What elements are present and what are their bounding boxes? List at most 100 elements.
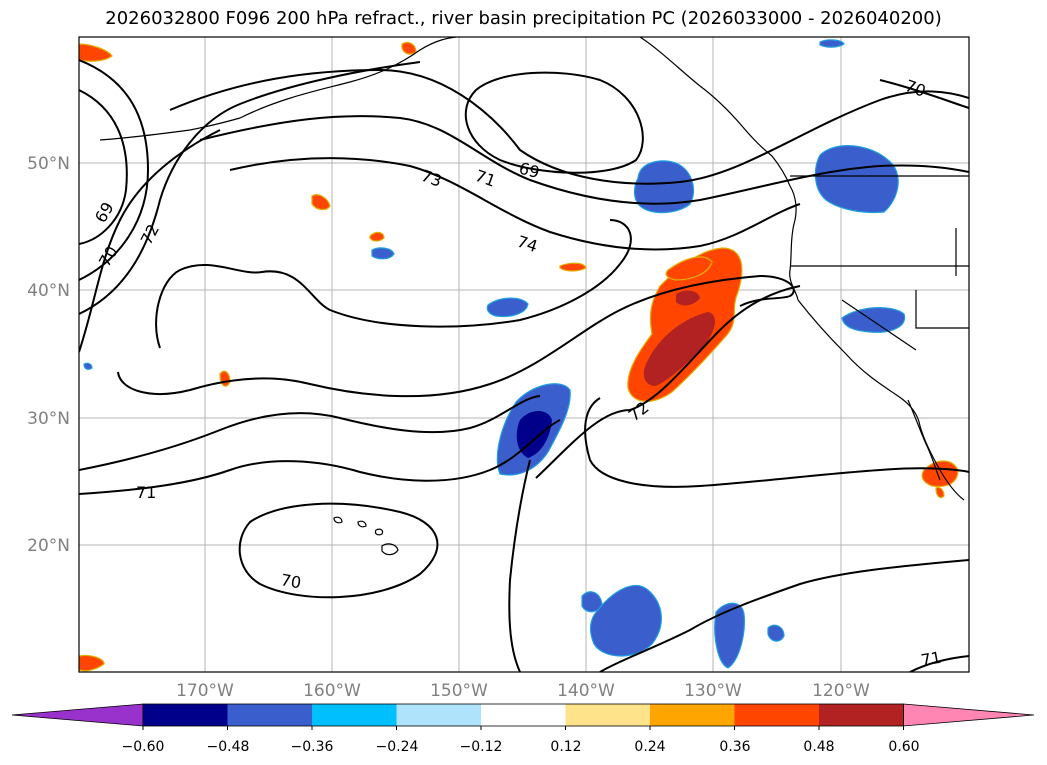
anomaly-core-atmos-river-2	[676, 290, 700, 306]
map-title: 2026032800 F096 200 hPa refract., river …	[105, 8, 942, 29]
anomaly-blob-central-pacific	[486, 297, 529, 318]
anomaly-blob-ne-corner	[819, 39, 845, 48]
contour-label: 70	[279, 570, 302, 592]
contour-subtropical-trough	[508, 459, 531, 672]
colorbar-labels: −0.60 −0.48 −0.36 −0.24 −0.12 0.12 0.24 …	[122, 739, 920, 755]
contour-70-west	[79, 59, 150, 281]
lon-label: 120°W	[812, 681, 870, 701]
contour-label: 71	[136, 483, 156, 502]
anomaly-blob-gulf-alaska	[633, 160, 695, 214]
colorbar	[11, 703, 1035, 730]
contour-71-south	[79, 419, 561, 495]
anomaly-blob-small-pos-3	[559, 262, 587, 272]
contour-south-curve	[599, 559, 969, 672]
colorbar-segment	[396, 704, 482, 726]
anomaly-blob-nw-corner	[79, 43, 113, 62]
graticule	[79, 37, 969, 672]
colorbar-tick-label: −0.48	[207, 739, 250, 755]
contour-southwest-loop	[238, 502, 439, 599]
anomaly-core-atmos-river	[643, 312, 715, 386]
alaska-coast	[239, 37, 457, 119]
map-panel: 69 70 72 73 71 69 74 72 71 70 70 71	[79, 37, 969, 672]
colorbar-tick-label: 0.36	[719, 739, 750, 755]
contour-74	[229, 157, 801, 251]
anomaly-blob-west-edge	[83, 362, 93, 370]
colorbar-segment	[143, 704, 228, 726]
anomaly-blob-south-4	[767, 624, 785, 642]
colorbar-outline	[142, 703, 904, 727]
anomaly-blob-south-1	[589, 585, 662, 657]
anomaly-blob-upper-ar	[665, 256, 713, 281]
colorbar-tick-label: 0.60	[888, 739, 919, 755]
contour-72-west	[79, 61, 421, 315]
anomaly-blob-small-pos-2	[219, 370, 231, 387]
anomaly-blob-small-pos-1	[369, 231, 385, 242]
anomaly-blob-small-pos-5	[935, 486, 945, 499]
contour-east-arc	[584, 397, 969, 488]
colorbar-tick-label: −0.24	[376, 739, 419, 755]
contour-69-west	[79, 89, 128, 245]
latitude-labels: 50°N 40°N 30°N 20°N	[27, 154, 70, 556]
contour-70-ne	[879, 79, 969, 109]
refractivity-contours	[79, 59, 969, 672]
hawaii-big	[381, 543, 399, 556]
anomaly-blob-pacnw	[814, 145, 899, 214]
lon-label: 150°W	[430, 681, 488, 701]
anomaly-blob-baja	[921, 460, 959, 488]
colorbar-tick-label: 0.24	[634, 739, 665, 755]
anomaly-blob-south-3	[581, 591, 603, 613]
colorbar-extend-low	[11, 703, 144, 727]
hawaii-small-1	[357, 520, 367, 528]
coastlines	[99, 37, 969, 556]
colorbar-tick-label: −0.36	[291, 739, 334, 755]
hawaii-small-2	[333, 516, 343, 524]
lat-label: 50°N	[27, 154, 70, 174]
baja-peninsula	[907, 399, 941, 481]
map-frame	[78, 36, 970, 673]
colorbar-segment	[227, 704, 313, 726]
anomaly-blob-aleutian	[311, 194, 331, 211]
colorbar-segment	[734, 704, 820, 726]
contour-71-east	[909, 655, 969, 672]
contour-73-upper	[169, 68, 969, 185]
colorbar-segment	[565, 704, 651, 726]
colorbar-tick-label: −0.12	[460, 739, 503, 755]
colorbar-tick-label: 0.12	[550, 739, 581, 755]
contour-lower-band-2	[79, 395, 541, 471]
lat-label: 30°N	[27, 409, 70, 429]
california-coast	[797, 299, 965, 501]
gulf-alaska-coast	[639, 37, 791, 187]
lon-label: 170°W	[176, 681, 234, 701]
contour-high-center	[464, 71, 644, 174]
anomaly-blob-oregon-small	[841, 307, 906, 333]
anomaly-blob-small-1	[371, 247, 395, 260]
hawaii-small-3	[374, 528, 384, 536]
lon-label: 160°W	[303, 681, 361, 701]
anomaly-blob-south-2	[714, 602, 745, 669]
contour-72-south	[79, 129, 221, 353]
colorbar-segment	[650, 704, 735, 726]
contour-lower-band-1	[117, 274, 795, 398]
aleutian-chain	[99, 117, 241, 141]
lon-label: 130°W	[684, 681, 742, 701]
lon-label: 140°W	[557, 681, 615, 701]
anomaly-blob-sw-corner	[79, 654, 105, 672]
contour-71-upper	[199, 115, 969, 205]
contour-label: 71	[919, 648, 942, 670]
colorbar-segment	[481, 704, 566, 726]
contour-inner-loop	[155, 219, 632, 349]
colorbar-extend-high	[903, 703, 1035, 727]
state-border-2	[841, 299, 917, 351]
negative-precip-anomalies	[83, 39, 906, 669]
colorbar-tick-label: −0.60	[122, 739, 165, 755]
lat-label: 20°N	[27, 536, 70, 556]
lat-label: 40°N	[27, 281, 70, 301]
colorbar-tick-label: 0.48	[803, 739, 834, 755]
longitude-labels: 170°W 160°W 150°W 140°W 130°W 120°W	[176, 681, 870, 701]
state-border-3	[915, 290, 969, 329]
positive-precip-anomalies	[79, 41, 959, 672]
contour-label: 69	[517, 159, 542, 183]
colorbar-segment	[312, 704, 397, 726]
colorbar-segment	[819, 704, 904, 726]
